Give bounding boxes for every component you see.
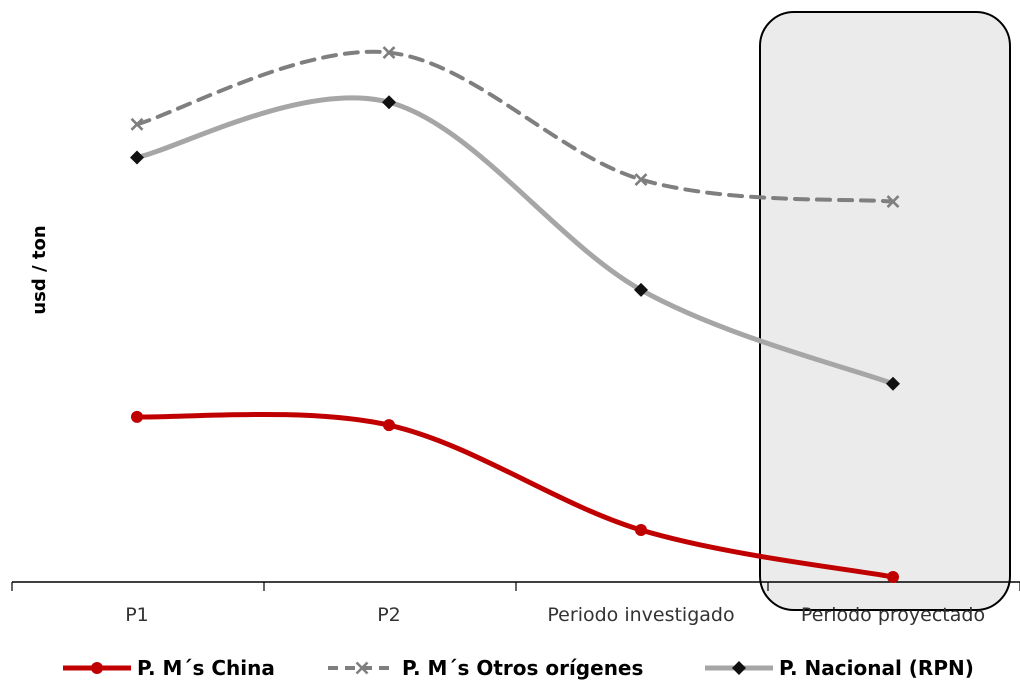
legend-label: P. Nacional (RPN) [779, 656, 974, 680]
legend-marker [355, 661, 369, 675]
x-tick-label: P2 [377, 604, 401, 626]
series-0 [131, 410, 899, 583]
legend-item: P. M´s Otros orígenes [328, 656, 643, 680]
legend-label: P. M´s China [137, 656, 275, 680]
projection-highlight-box [759, 11, 1011, 611]
series-line [135, 49, 895, 204]
series-line [134, 95, 896, 387]
x-tick-label: P1 [125, 604, 149, 626]
data-point [634, 173, 648, 186]
legend-marker [91, 662, 103, 674]
data-point [887, 570, 899, 583]
legend-item: P. M´s China [63, 656, 275, 680]
legend-item: P. Nacional (RPN) [705, 656, 974, 680]
data-point [130, 117, 144, 131]
x-tick-label: Periodo investigado [547, 604, 734, 626]
data-point [383, 419, 395, 432]
data-point [382, 95, 396, 110]
x-tick-label: Periodo proyectado [801, 604, 985, 626]
legend-marker [732, 661, 746, 675]
data-point [886, 376, 900, 391]
data-point [635, 524, 647, 537]
series-line [134, 411, 896, 580]
data-point [382, 46, 396, 59]
legend-label: P. M´s Otros orígenes [402, 656, 643, 680]
series-2 [130, 95, 900, 391]
series-1 [130, 46, 900, 209]
data-point [130, 150, 144, 165]
data-point [886, 195, 900, 209]
data-point [634, 282, 648, 297]
y-axis-label: usd / ton [29, 225, 50, 314]
data-point [131, 410, 143, 423]
